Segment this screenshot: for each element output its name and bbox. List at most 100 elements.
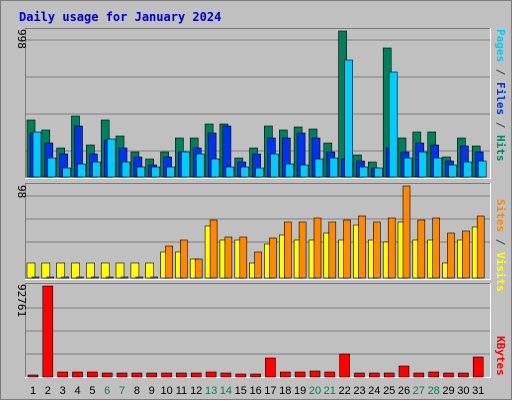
sites-bar-day-8 — [135, 276, 144, 279]
day-label-5: 5 — [89, 385, 95, 397]
pages-bar-day-13 — [210, 158, 220, 178]
day-label-15: 15 — [235, 385, 247, 397]
pages-bar-day-24 — [373, 167, 383, 178]
kbytes-bar-day-7 — [116, 372, 128, 378]
sites-bar-day-19 — [298, 221, 307, 279]
day-label-24: 24 — [368, 385, 380, 397]
day-label-25: 25 — [383, 385, 395, 397]
legend-part-4: Hits — [494, 135, 507, 162]
kbytes-bar-day-11 — [176, 372, 187, 378]
pages-bar-day-12 — [195, 153, 205, 178]
pages-bar-day-11 — [181, 151, 190, 178]
day-label-29: 29 — [442, 385, 454, 397]
day-label-4: 4 — [74, 385, 80, 397]
legend-part-0: Sites — [494, 199, 507, 232]
kbytes-bar-day-27 — [413, 372, 425, 378]
pages-bar-day-4 — [77, 163, 86, 178]
kbytes-bar-day-1 — [27, 374, 39, 378]
kbytes-bar-day-31 — [472, 356, 484, 378]
pages-bar-day-18 — [284, 163, 294, 178]
sites-bar-day-14 — [224, 236, 233, 279]
day-label-22: 22 — [338, 385, 350, 397]
pages-bar-day-9 — [151, 166, 160, 178]
sites-bar-day-1 — [31, 276, 40, 279]
pages-bar-day-26 — [403, 157, 413, 178]
kbytes-bar-day-29 — [443, 372, 454, 378]
legend-part-0: KBytes — [494, 336, 507, 376]
legend-part-2: Visits — [494, 252, 507, 292]
sites-bar-day-3 — [61, 276, 70, 279]
pages-bar-day-22 — [344, 59, 353, 178]
kbytes-bar-day-18 — [279, 371, 291, 378]
pages-bar-day-27 — [418, 151, 428, 178]
visits-bar-day-6 — [100, 262, 110, 279]
kbytes-bar-day-3 — [57, 371, 69, 378]
day-label-26: 26 — [398, 385, 410, 397]
sites-bar-day-23 — [358, 215, 366, 279]
kbytes-bar-day-6 — [101, 372, 113, 378]
day-label-6: 6 — [104, 385, 110, 397]
pages-bar-day-29 — [448, 164, 457, 178]
pages-bar-day-5 — [92, 161, 101, 178]
kbytes-bar-day-2 — [42, 285, 54, 378]
legend-part-1: / — [494, 232, 507, 252]
middle-panel-legend: Sites / Visits — [494, 199, 507, 292]
day-label-9: 9 — [149, 385, 155, 397]
sites-bar-day-24 — [372, 221, 381, 279]
kbytes-bar-day-30 — [458, 372, 469, 378]
visits-bar-day-5 — [86, 262, 95, 279]
bottom-panel-legend: KBytes — [494, 336, 507, 376]
sites-bar-day-15 — [239, 236, 248, 279]
day-label-8: 8 — [134, 385, 140, 397]
kbytes-bar-day-12 — [190, 372, 202, 378]
pages-bar-day-28 — [433, 157, 443, 178]
pages-bar-day-8 — [136, 166, 146, 178]
day-label-3: 3 — [60, 385, 66, 397]
sites-bar-day-18 — [283, 221, 292, 279]
sites-bar-day-7 — [120, 276, 129, 279]
kbytes-bar-day-26 — [398, 365, 410, 378]
day-label-18: 18 — [279, 385, 291, 397]
day-label-12: 12 — [190, 385, 202, 397]
day-label-10: 10 — [160, 385, 172, 397]
sites-bar-day-9 — [150, 276, 158, 279]
middle-panel-max-label: 98 — [15, 185, 28, 198]
bars-layer — [26, 30, 487, 378]
day-label-13: 13 — [205, 385, 217, 397]
kbytes-bar-day-25 — [383, 372, 395, 378]
sites-bar-day-29 — [447, 232, 455, 279]
day-label-30: 30 — [457, 385, 469, 397]
kbytes-bar-day-14 — [220, 372, 232, 378]
day-label-31: 31 — [472, 385, 484, 397]
pages-bar-day-3 — [62, 167, 72, 178]
day-label-17: 17 — [264, 385, 276, 397]
pages-bar-day-19 — [299, 164, 309, 178]
day-label-21: 21 — [324, 385, 336, 397]
kbytes-bar-day-23 — [354, 372, 365, 378]
kbytes-bar-day-20 — [309, 370, 321, 378]
pages-bar-day-7 — [121, 161, 131, 178]
day-label-14: 14 — [220, 385, 232, 397]
kbytes-bar-day-21 — [324, 371, 336, 378]
sites-bar-day-30 — [462, 230, 470, 279]
sites-bar-day-13 — [209, 219, 218, 279]
sites-bar-day-6 — [105, 276, 114, 279]
day-label-28: 28 — [428, 385, 440, 397]
kbytes-bar-day-22 — [339, 353, 350, 378]
pages-bar-day-30 — [463, 161, 472, 178]
kbytes-bar-day-4 — [72, 371, 83, 378]
sites-bar-day-25 — [387, 217, 396, 279]
pages-bar-day-21 — [329, 157, 339, 178]
visits-bar-day-4 — [71, 262, 80, 279]
sites-bar-day-2 — [46, 276, 55, 279]
sites-bar-day-12 — [194, 258, 203, 279]
legend-part-0: Pages — [494, 29, 507, 62]
visits-bar-day-3 — [56, 262, 66, 279]
legend-part-1: / — [494, 62, 507, 82]
pages-bar-day-17 — [270, 153, 279, 178]
sites-bar-day-11 — [180, 239, 188, 279]
kbytes-bar-day-16 — [250, 373, 261, 378]
top-panel-legend: Pages / Files / Hits — [494, 29, 507, 162]
